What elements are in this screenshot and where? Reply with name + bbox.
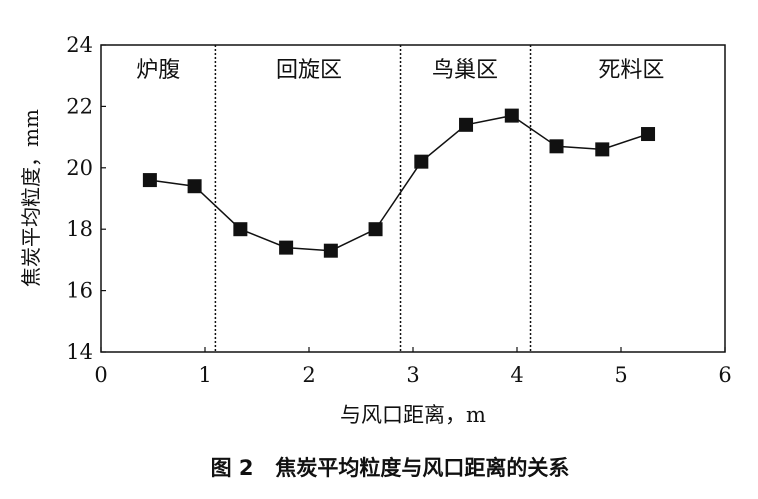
data-point [279, 240, 294, 255]
x-tick-label: 4 [510, 363, 523, 387]
data-point [459, 117, 474, 132]
y-tick-label: 16 [66, 279, 93, 303]
zone-label: 死料区 [598, 58, 664, 83]
data-point [549, 139, 564, 154]
x-tick-label: 2 [302, 363, 315, 387]
zone-label: 鸟巢区 [432, 58, 498, 83]
data-point [142, 173, 157, 188]
x-axis-label: 与风口距离，m [340, 403, 486, 427]
data-point [414, 154, 429, 169]
y-tick-label: 14 [66, 340, 93, 364]
series-line [149, 114, 649, 252]
x-tick-label: 3 [406, 363, 419, 387]
data-point [595, 142, 610, 157]
data-point [187, 179, 202, 194]
figure-caption: 图 2 焦炭平均粒度与风口距离的关系 [211, 456, 570, 480]
zone-label: 炉腹 [136, 58, 180, 83]
y-tick-label: 24 [66, 33, 93, 57]
x-tick-label: 1 [198, 363, 211, 387]
y-tick-label: 20 [66, 156, 93, 180]
zone-label: 回旋区 [276, 58, 342, 83]
x-tick-label: 6 [718, 363, 731, 387]
data-point [641, 127, 656, 142]
data-point [323, 243, 338, 258]
data-point [368, 222, 383, 237]
y-tick-label: 22 [66, 94, 93, 118]
data-point [233, 222, 248, 237]
data-point [504, 108, 519, 123]
plot-frame [100, 44, 726, 353]
x-tick-label: 0 [94, 363, 107, 387]
y-axis-label: 焦炭平均粒度，mm [19, 109, 43, 287]
x-tick-label: 5 [614, 363, 627, 387]
y-tick-label: 18 [66, 217, 93, 241]
